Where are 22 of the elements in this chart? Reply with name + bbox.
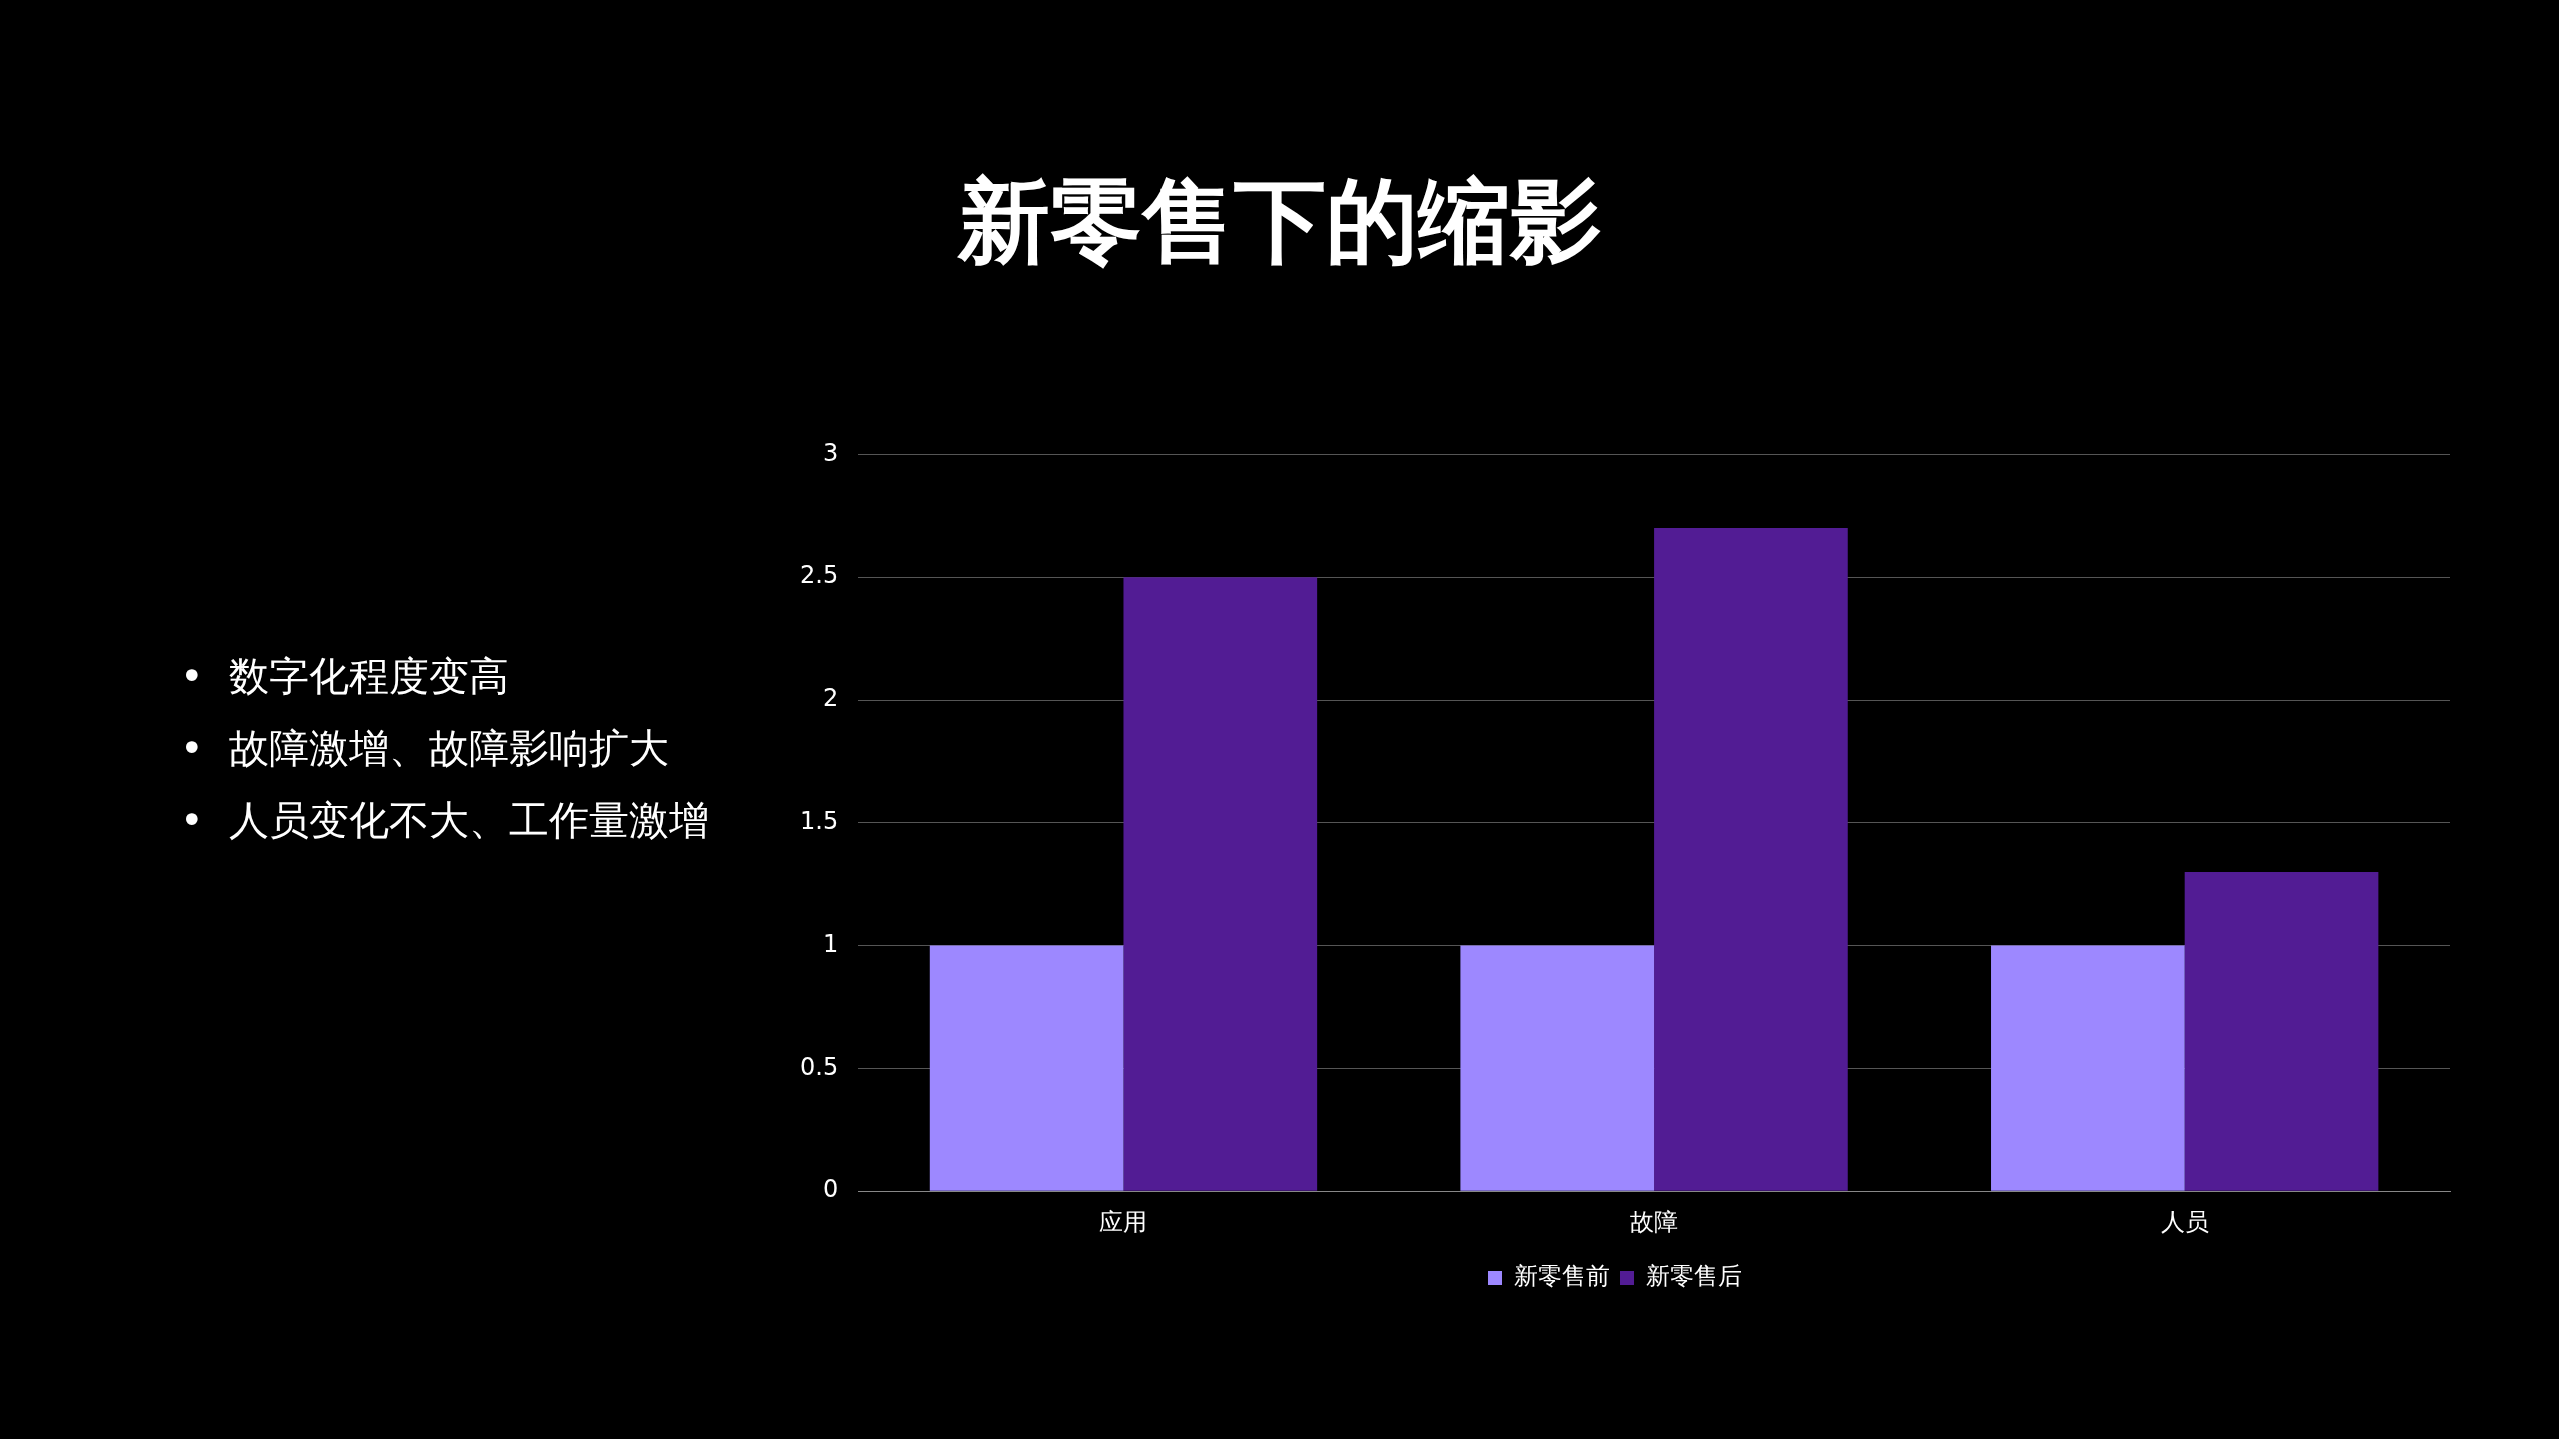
y-tick-label: 0.5 [800,1052,839,1081]
y-tick-label: 2.5 [800,561,839,590]
y-tick-label: 1 [822,929,839,958]
y-tick-label: 1.5 [800,807,839,836]
x-tick-label: 人员 [2160,1207,2209,1236]
bar [1123,577,1318,1191]
text: • 数字化程度变高 [180,652,511,701]
x-tick-label: 应用 [1099,1207,1148,1236]
text: • 故障激增、故障影响扩大 [180,724,671,773]
y-tick-label: 3 [822,438,839,467]
y-tick-label: 0 [822,1175,839,1204]
bar [1460,945,1655,1191]
y-tick-label: 2 [822,684,839,713]
bar [1654,528,1848,1191]
legend-label: 新零售前 [1514,1262,1610,1291]
legend-label: 新零售后 [1646,1262,1742,1291]
bar [1991,945,2185,1191]
chart-title: 新零售下的缩影 [956,167,1603,277]
bar [2184,871,2379,1191]
bar [929,945,1124,1191]
x-tick-label: 故障 [1630,1207,1679,1236]
text: • 人员变化不大、工作量激增 [180,796,710,845]
